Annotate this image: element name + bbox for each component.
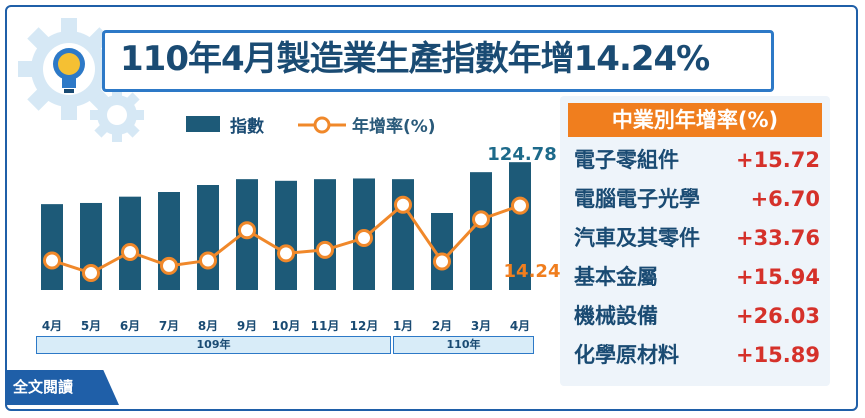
legend-line-label: 年增率(%) [352,117,436,137]
growth-point [355,229,373,248]
lightbulb-icon [53,48,85,93]
industry-growth-value: +33.76 [735,226,820,250]
industry-growth-value: +15.89 [735,343,820,367]
last-index-label: 124.78 [487,144,556,165]
industry-name: 汽車及其零件 [574,226,700,250]
legend-bar-swatch [186,116,220,132]
index-bar [275,180,297,290]
index-bar [314,179,336,290]
growth-point [82,264,100,283]
small-gear-icon [90,88,144,142]
index-bar [158,192,180,290]
production-index-chart: 4月 5月 6月 7月 8月 9月 10月 11月 12月 1月 2月 3月 4月 124.78 14.… [41,144,560,333]
industry-row: 電子零組件 +15.72 [574,143,826,177]
x-tick-label: 8月 [198,319,218,333]
industry-name: 基本金屬 [574,265,658,289]
title-banner [102,30,774,92]
industry-panel-background [560,96,830,386]
growth-point [472,210,490,229]
year-109-label: 109年 [36,336,391,354]
x-tick-label: 9月 [237,319,257,333]
x-tick-label: 12月 [350,319,379,333]
x-tick-label: 4月 [42,319,62,333]
growth-point [316,240,334,259]
industry-panel-header: 中業別年增率(%) [568,103,822,137]
industry-growth-value: +6.70 [750,187,820,211]
industry-growth-value: +15.72 [735,148,820,172]
index-bar [41,204,63,290]
industry-name: 電腦電子光學 [574,187,700,211]
index-bar [470,172,492,290]
industry-growth-value: +15.94 [735,265,820,289]
x-tick-label: 1月 [393,319,413,333]
industry-name: 電子零組件 [574,148,679,172]
legend-line-swatch [298,116,346,134]
year-110-label: 110年 [393,336,534,354]
industry-row: 汽車及其零件 +33.76 [574,221,826,255]
x-tick-label: 11月 [311,319,340,333]
x-tick-label: 2月 [432,319,452,333]
industry-row: 化學原材料 +15.89 [574,338,826,372]
index-bar [431,213,453,290]
index-bar [509,162,531,290]
growth-point [121,242,139,261]
x-tick-label: 7月 [159,319,179,333]
read-full-text-button[interactable]: 全文閱讀 [7,370,119,405]
page-title: 110年4月製造業生產指數年增14.24% [120,39,710,79]
industry-row: 基本金屬 +15.94 [574,260,826,294]
growth-point [160,256,178,275]
industry-name: 化學原材料 [574,343,679,367]
index-bar [197,185,219,290]
x-tick-label: 4月 [510,319,530,333]
growth-point [43,251,61,270]
growth-point [511,196,529,215]
x-tick-label: 5月 [81,319,101,333]
growth-point [394,195,412,214]
x-tick-label: 10月 [272,319,301,333]
x-tick-label: 3月 [471,319,491,333]
x-tick-label: 6月 [120,319,140,333]
industry-row: 機械設備 +26.03 [574,299,826,333]
growth-point [238,221,256,240]
growth-point [433,252,451,271]
last-growth-label: 14.24 [504,261,560,282]
legend-bar-label: 指數 [230,117,264,137]
industry-growth-value: +26.03 [735,304,820,328]
growth-point [277,244,295,263]
growth-point [199,251,217,270]
year-bar: 109年 110年 [36,336,534,354]
industry-row: 電腦電子光學 +6.70 [574,182,826,216]
industry-name: 機械設備 [574,304,658,328]
